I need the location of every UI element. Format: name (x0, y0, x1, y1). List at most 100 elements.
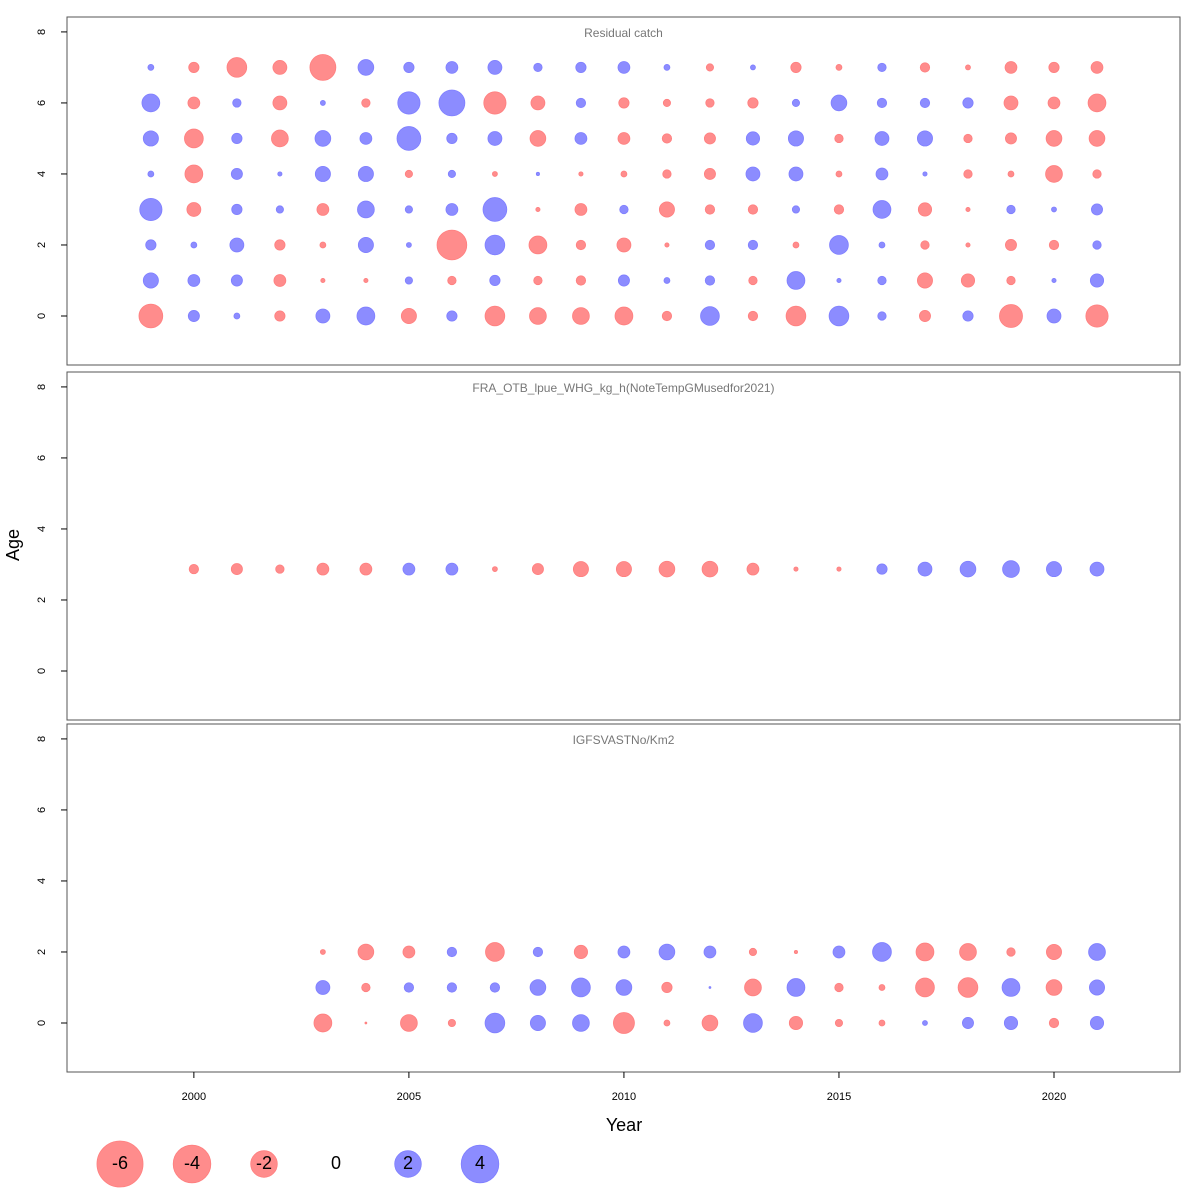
bubble (397, 91, 421, 115)
bubble (705, 98, 715, 108)
bubble (835, 170, 843, 178)
bubble (315, 308, 331, 324)
bubble (834, 133, 844, 144)
bubble (230, 274, 243, 287)
bubble (404, 169, 413, 178)
bubble (786, 978, 806, 997)
bubble (786, 271, 806, 290)
bubble (138, 303, 164, 329)
bubble (357, 943, 375, 961)
bubble (708, 986, 712, 989)
bubble (402, 945, 416, 959)
bubble (1089, 273, 1105, 288)
bubble (661, 133, 673, 144)
bubble (484, 234, 506, 256)
bubble (575, 97, 587, 109)
bubble (484, 1012, 506, 1034)
bubble (231, 203, 243, 216)
bubble (147, 64, 155, 71)
legend-bubble (460, 1144, 500, 1184)
bubble (187, 96, 201, 110)
bubble (957, 977, 979, 998)
bubble (482, 197, 508, 222)
bubble (1045, 130, 1063, 147)
bubble (830, 94, 848, 112)
bubble (145, 239, 157, 251)
bubble (1088, 943, 1106, 961)
bubble (878, 984, 886, 991)
bubble (959, 943, 977, 961)
bubble (877, 275, 887, 286)
bubble (834, 982, 844, 993)
bubble (791, 98, 800, 107)
bubble (704, 239, 716, 251)
bubble (315, 980, 331, 995)
bubble (1090, 61, 1104, 74)
bubble (1046, 943, 1062, 960)
bubble (1088, 130, 1106, 147)
y-tick-label: 0 (36, 1020, 48, 1026)
bubble (917, 561, 933, 577)
bubble (357, 200, 375, 219)
bubble (531, 563, 544, 576)
bubble (485, 942, 505, 962)
bubble (962, 97, 974, 109)
y-axis-label: Age (3, 529, 23, 561)
bubble (275, 205, 284, 214)
bubble (965, 242, 971, 248)
bubble (229, 237, 245, 253)
bubble (787, 130, 804, 147)
bubble (876, 563, 888, 575)
bubble (700, 306, 720, 326)
bubble (578, 171, 584, 177)
bubble (959, 560, 977, 578)
bubble (446, 310, 458, 322)
panel-title: FRA_OTB_lpue_WHG_kg_h(NoteTempGMusedfor2… (472, 381, 774, 395)
bubble (828, 305, 850, 327)
bubble (658, 560, 676, 578)
y-tick-label: 4 (36, 171, 48, 177)
bubble (916, 130, 933, 147)
bubble (658, 943, 676, 961)
legend-label: -4 (184, 1153, 200, 1173)
bubble (746, 562, 760, 576)
bubble (661, 310, 673, 322)
bubble (142, 130, 159, 147)
y-tick-label: 8 (36, 29, 48, 35)
bubble (489, 982, 501, 993)
bubble (619, 204, 629, 215)
bubble (186, 202, 202, 217)
bubble (915, 977, 935, 998)
bubble (436, 229, 468, 261)
bubble (232, 98, 242, 108)
bubble (314, 165, 331, 182)
bubble (532, 946, 544, 958)
y-tick-label: 0 (36, 313, 48, 319)
bubble (316, 562, 330, 576)
bubble (617, 61, 631, 74)
bubble (575, 275, 587, 286)
bubble (359, 562, 373, 576)
bubble (273, 274, 287, 287)
bubble (788, 166, 804, 182)
bubble (1002, 560, 1020, 578)
bubble (357, 59, 375, 76)
y-tick-label: 8 (36, 384, 48, 390)
bubble (272, 95, 288, 111)
bubble (1092, 169, 1102, 179)
bubble (747, 310, 759, 322)
bubble (274, 239, 286, 251)
bubble (663, 1019, 671, 1027)
bubble (364, 1021, 368, 1025)
bubble (1006, 204, 1016, 215)
bubble (400, 308, 417, 324)
bubble (1007, 170, 1015, 178)
bubble (184, 164, 204, 184)
bubble (658, 201, 675, 218)
bubble (139, 197, 163, 221)
bubble (533, 62, 543, 73)
bubble (572, 561, 589, 578)
bubble (960, 273, 976, 288)
bubble (402, 562, 416, 576)
